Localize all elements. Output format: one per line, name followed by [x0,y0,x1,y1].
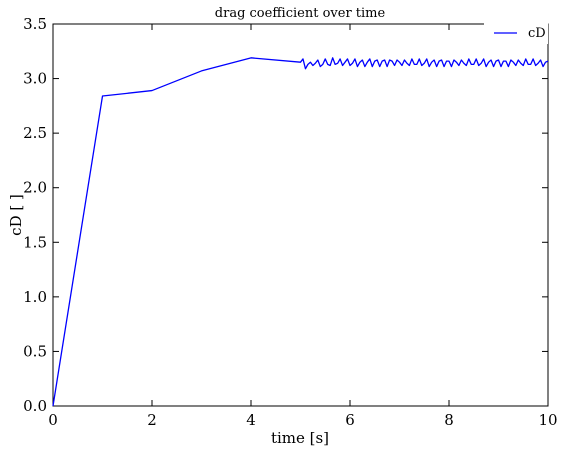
chart-title: drag coefficient over time [215,6,386,21]
x-tick-label: 10 [538,411,557,429]
x-tick-label: 6 [345,411,355,429]
legend-label-cd: cD [528,26,546,41]
y-tick-label: 3.0 [23,70,47,88]
y-tick-label: 2.5 [23,124,47,142]
x-tick-label: 4 [246,411,256,429]
y-tick-label: 3.5 [23,15,47,33]
legend: cD [484,20,548,44]
plot-area [53,24,548,406]
y-tick-label: 1.0 [23,288,47,306]
y-tick-label: 2.0 [23,179,47,197]
x-tick-label: 0 [48,411,58,429]
x-tick-label: 8 [444,411,454,429]
axes-frame [53,24,548,406]
x-axis-label: time [s] [271,429,329,447]
y-tick-label: 1.5 [23,233,47,251]
x-tick-label: 2 [147,411,157,429]
y-tick-label: 0.0 [23,397,47,415]
y-axis-label: cD [ ] [7,194,25,236]
y-tick-label: 0.5 [23,342,47,360]
